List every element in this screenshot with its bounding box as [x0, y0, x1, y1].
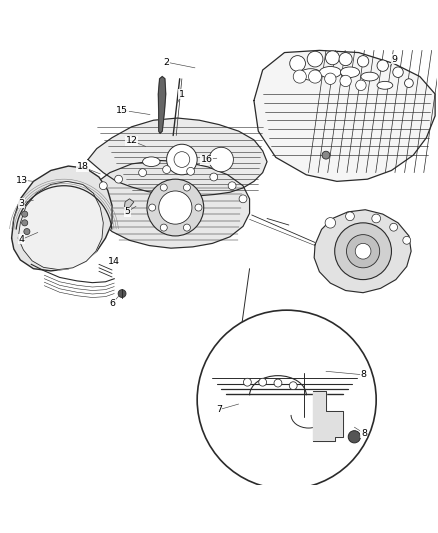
Circle shape	[139, 169, 147, 176]
Text: 7: 7	[216, 405, 222, 414]
Circle shape	[293, 70, 306, 83]
Circle shape	[210, 173, 218, 181]
Polygon shape	[18, 181, 103, 270]
Ellipse shape	[319, 67, 341, 78]
Circle shape	[390, 223, 398, 231]
Circle shape	[160, 224, 167, 231]
Text: 1: 1	[179, 90, 185, 99]
Circle shape	[289, 382, 297, 390]
Ellipse shape	[377, 82, 393, 89]
Circle shape	[115, 175, 123, 183]
Ellipse shape	[340, 67, 360, 77]
Circle shape	[118, 289, 126, 297]
Circle shape	[228, 182, 236, 190]
Polygon shape	[158, 77, 166, 133]
Polygon shape	[79, 160, 250, 248]
Circle shape	[24, 229, 30, 235]
Text: 15: 15	[116, 106, 128, 115]
Text: 9: 9	[392, 54, 398, 63]
Circle shape	[21, 211, 28, 217]
Polygon shape	[314, 210, 411, 293]
Text: 8: 8	[360, 370, 366, 379]
Ellipse shape	[361, 72, 378, 81]
Circle shape	[325, 51, 339, 65]
Circle shape	[356, 80, 366, 91]
Circle shape	[197, 310, 376, 489]
Text: 6: 6	[109, 299, 115, 308]
Circle shape	[184, 184, 191, 191]
Circle shape	[174, 152, 190, 167]
Circle shape	[147, 179, 204, 236]
Polygon shape	[313, 391, 343, 441]
Text: 16: 16	[201, 155, 213, 164]
Circle shape	[377, 60, 389, 71]
Circle shape	[325, 73, 336, 84]
Circle shape	[346, 235, 380, 268]
Circle shape	[322, 151, 330, 159]
Ellipse shape	[300, 69, 321, 80]
Text: 5: 5	[124, 207, 131, 216]
Text: 13: 13	[16, 175, 28, 184]
Circle shape	[339, 53, 352, 66]
Text: 2: 2	[164, 58, 170, 67]
Circle shape	[239, 195, 247, 203]
Circle shape	[308, 70, 321, 83]
Circle shape	[209, 147, 233, 172]
Circle shape	[325, 217, 336, 228]
Circle shape	[355, 244, 371, 259]
Polygon shape	[12, 166, 112, 271]
Circle shape	[372, 214, 381, 223]
Circle shape	[405, 79, 413, 87]
Circle shape	[159, 191, 192, 224]
Circle shape	[99, 182, 107, 190]
Circle shape	[259, 378, 267, 386]
Circle shape	[340, 75, 351, 87]
Circle shape	[290, 55, 305, 71]
Text: 12: 12	[126, 136, 138, 146]
Circle shape	[307, 51, 323, 67]
Circle shape	[195, 204, 202, 211]
Text: 18: 18	[77, 163, 89, 172]
Circle shape	[274, 379, 282, 387]
Circle shape	[166, 144, 197, 175]
Polygon shape	[124, 199, 134, 214]
Polygon shape	[254, 51, 435, 181]
Circle shape	[348, 431, 360, 443]
Circle shape	[403, 236, 411, 244]
Polygon shape	[88, 118, 267, 196]
Text: 14: 14	[108, 257, 120, 266]
Ellipse shape	[143, 157, 160, 166]
Circle shape	[184, 224, 191, 231]
Text: 8: 8	[361, 429, 367, 438]
Circle shape	[21, 220, 28, 226]
Circle shape	[187, 167, 194, 175]
Circle shape	[335, 223, 392, 280]
Text: 3: 3	[18, 199, 25, 208]
Circle shape	[149, 204, 155, 211]
Circle shape	[393, 67, 403, 77]
Circle shape	[244, 378, 251, 386]
Circle shape	[162, 166, 170, 174]
Circle shape	[346, 212, 354, 221]
Text: 4: 4	[19, 235, 25, 244]
Circle shape	[357, 55, 369, 67]
Circle shape	[160, 184, 167, 191]
